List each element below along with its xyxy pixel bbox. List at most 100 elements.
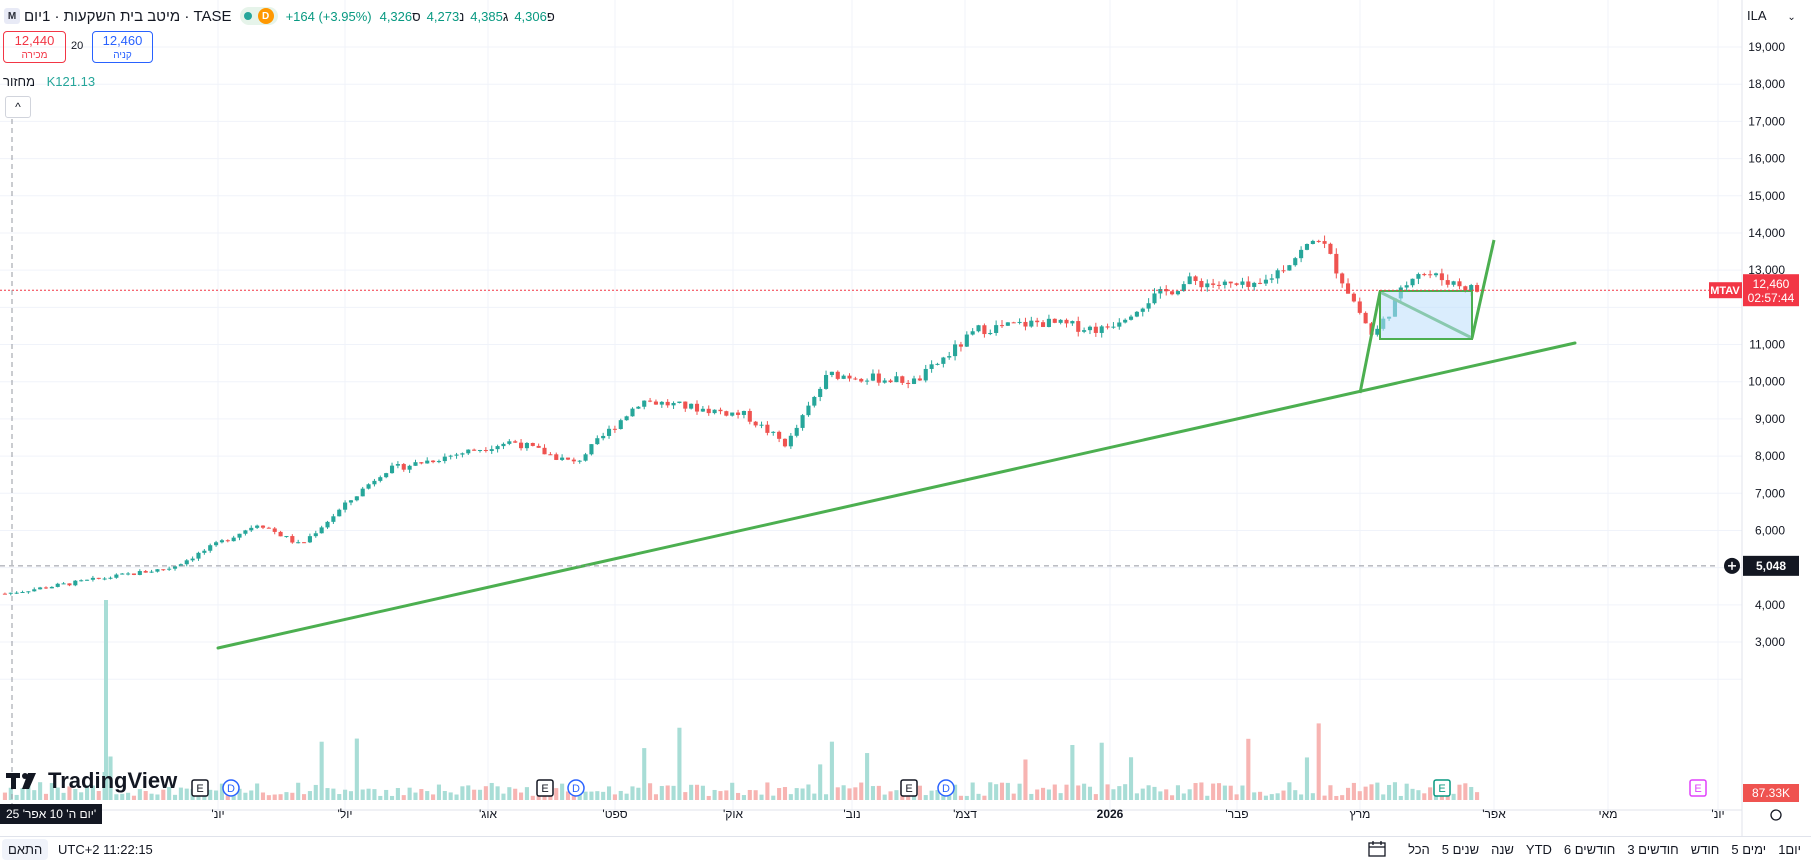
timeframe-5[interactable]: 3 חודשים	[1627, 842, 1679, 857]
high-label: ג	[502, 8, 509, 24]
currency-selector[interactable]: ILA ⌄	[1747, 8, 1796, 23]
volume-bar	[1246, 738, 1251, 800]
candle-body	[360, 488, 365, 497]
candle-body	[911, 378, 917, 384]
candle-body	[61, 583, 66, 585]
candle-body	[1170, 291, 1175, 295]
candle-body	[1469, 285, 1474, 291]
low-label: נ	[459, 8, 465, 24]
candle-body	[1193, 276, 1198, 281]
candle-body	[970, 331, 975, 335]
candle-body	[1428, 274, 1433, 276]
candle-body	[1287, 265, 1292, 271]
buy-button[interactable]: 12,460 קניה	[92, 31, 153, 63]
earnings-marker-icon[interactable]	[536, 779, 554, 797]
earnings-marker-icon[interactable]	[1689, 779, 1707, 797]
candle-body	[519, 442, 524, 449]
timeframe-0[interactable]: הכל	[1408, 842, 1430, 857]
candle-body	[384, 473, 389, 478]
volume-bar	[612, 794, 617, 800]
candle-body	[1023, 321, 1028, 327]
candle-body	[994, 325, 999, 333]
volume-bar	[1263, 795, 1268, 800]
volume-bar	[243, 792, 248, 800]
volume-bar	[413, 792, 418, 800]
price-tick-label: 13,000	[1748, 263, 1785, 277]
candle-body	[313, 533, 318, 537]
earnings-marker-icon[interactable]	[191, 779, 209, 797]
candle-body	[155, 569, 160, 572]
candle-body	[1117, 322, 1122, 327]
volume-bar	[167, 787, 172, 800]
candle-body	[290, 536, 295, 543]
support-trend-line[interactable]	[216, 341, 1577, 650]
dividend-marker-icon[interactable]	[222, 779, 240, 797]
event-marker-label: E	[905, 783, 912, 795]
volume-value-badge	[1743, 784, 1799, 802]
candle-body	[507, 441, 512, 444]
volume-bar	[1316, 723, 1321, 800]
candle-body	[1087, 326, 1093, 331]
candle-body	[1158, 289, 1163, 294]
candle-body	[161, 569, 166, 571]
candle-body	[483, 450, 488, 452]
timeframe-8[interactable]: 1יום	[1778, 842, 1801, 857]
volume-bar	[278, 794, 283, 800]
timeframe-1[interactable]: 5 שנים	[1441, 842, 1480, 857]
symbol-title[interactable]: מיטב בית השקעות · 1יום · TASE	[24, 7, 232, 25]
consolidation-rectangle[interactable]	[1379, 290, 1473, 340]
dividend-marker-icon[interactable]	[937, 779, 955, 797]
timeframe-3[interactable]: YTD	[1525, 842, 1552, 857]
timeframe-4[interactable]: 6 חודשים	[1563, 842, 1616, 857]
volume-bar	[618, 790, 623, 800]
tradingview-logo[interactable]: TradingView	[6, 768, 177, 794]
volume-bar	[683, 792, 688, 800]
candle-body	[606, 428, 612, 436]
volume-bar	[988, 782, 993, 800]
candle-body	[120, 573, 125, 575]
candle-body	[1216, 284, 1222, 286]
timeframe-2[interactable]: שנה	[1491, 842, 1514, 857]
current-price-badge	[1743, 274, 1799, 307]
volume-bar	[894, 790, 899, 800]
timezone-clock[interactable]: UTC+2 11:22:15	[58, 842, 153, 857]
candle-body	[642, 400, 647, 407]
candle-body	[583, 454, 588, 461]
volume-bar	[642, 748, 647, 800]
candle-body	[90, 577, 95, 580]
volume-bar	[976, 793, 981, 800]
candle-body	[343, 502, 348, 510]
candle-body	[26, 591, 31, 593]
volume-bar	[1475, 792, 1480, 800]
earnings-marker-icon[interactable]	[900, 779, 918, 797]
volume-bar	[460, 786, 465, 800]
low-value: 4,273	[426, 8, 460, 24]
earnings-marker-icon[interactable]	[1433, 779, 1451, 797]
volume-bar	[1058, 793, 1063, 800]
candle-body	[1093, 326, 1098, 333]
bottom-toolbar: התאם UTC+2 11:22:15 הכל 5 שנים שנה YTD 6 חוד…	[0, 836, 1811, 862]
calendar-icon[interactable]	[1367, 840, 1387, 861]
dividend-marker-icon[interactable]	[567, 779, 585, 797]
volume-bar	[1175, 785, 1181, 800]
collapse-legend-button[interactable]: ^	[5, 96, 31, 118]
candle-body	[1228, 281, 1233, 284]
price-tick-label: 18,000	[1748, 77, 1785, 91]
timeframe-7[interactable]: 5 ימים	[1731, 842, 1767, 857]
volume-bar	[1105, 784, 1110, 800]
candle-body	[131, 573, 137, 575]
volume-bar	[49, 783, 54, 800]
candle-body	[1357, 301, 1362, 313]
sell-label: מכירה	[21, 50, 48, 61]
market-status-pill[interactable]: D	[239, 7, 278, 25]
settings-gear-icon[interactable]	[1770, 809, 1782, 821]
time-tick-label: 'נוב	[843, 807, 860, 821]
sell-button[interactable]: 12,440 מכירה	[3, 31, 66, 63]
candle-body	[1140, 308, 1145, 312]
fit-button[interactable]: התאם	[2, 839, 49, 860]
timeframe-6[interactable]: חודש	[1690, 842, 1720, 857]
volume-legend[interactable]: מחזור K121.13	[3, 74, 95, 89]
candle-body	[137, 571, 142, 575]
candle-body	[548, 454, 553, 456]
